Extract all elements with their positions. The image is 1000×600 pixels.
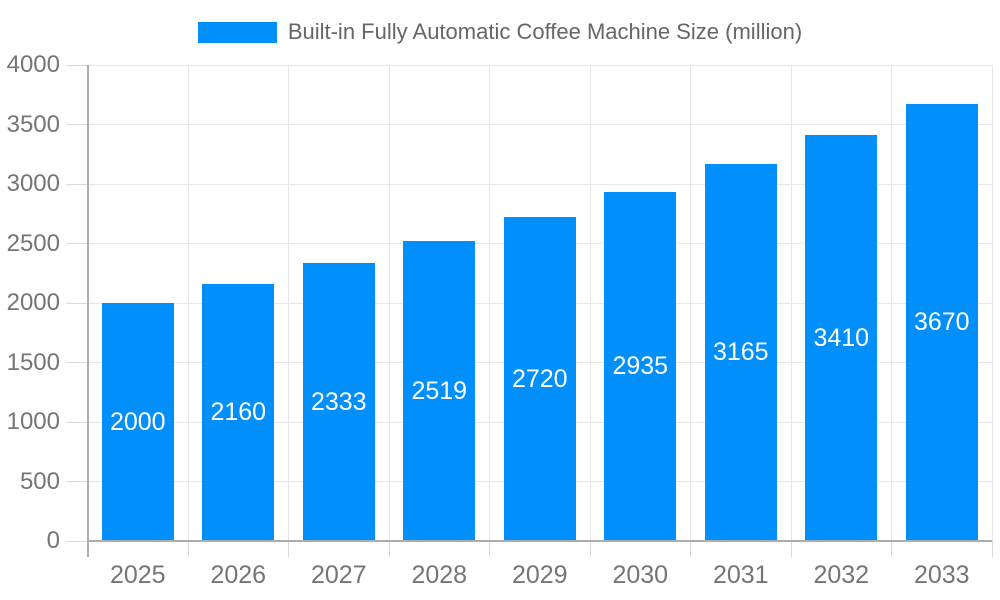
bar-value-label: 2333 bbox=[310, 387, 367, 416]
bar-2027[interactable]: 2333 bbox=[302, 263, 375, 541]
y-axis-tick bbox=[65, 124, 88, 125]
y-axis-label: 0 bbox=[46, 527, 60, 554]
y-gridline bbox=[87, 124, 992, 125]
bar-2028[interactable]: 2519 bbox=[403, 241, 476, 541]
y-axis-tick bbox=[65, 540, 88, 542]
bar-value-label: 3670 bbox=[913, 308, 970, 337]
x-axis-tick bbox=[388, 541, 390, 557]
x-gridline bbox=[790, 65, 792, 541]
x-axis-label-2030: 2030 bbox=[612, 561, 669, 589]
x-gridline bbox=[388, 65, 390, 541]
bar-2032[interactable]: 3410 bbox=[805, 135, 878, 541]
y-axis-label: 3500 bbox=[6, 110, 60, 138]
y-axis-label: 3000 bbox=[6, 170, 60, 197]
y-axis-label: 2500 bbox=[6, 229, 60, 257]
x-axis-label-2025: 2025 bbox=[109, 561, 166, 589]
y-axis-label: 2000 bbox=[6, 289, 60, 316]
x-axis-label-2032: 2032 bbox=[813, 561, 870, 589]
x-axis-tick bbox=[790, 541, 792, 557]
legend: Built-in Fully Automatic Coffee Machine … bbox=[0, 18, 1000, 46]
bar-value-label: 2000 bbox=[109, 407, 166, 436]
x-gridline bbox=[187, 65, 189, 541]
x-axis-label-2033: 2033 bbox=[913, 561, 970, 589]
y-axis-tick bbox=[65, 421, 88, 423]
y-gridline bbox=[87, 64, 992, 66]
bar-value-label: 3410 bbox=[813, 323, 870, 352]
y-axis-tick bbox=[65, 302, 88, 304]
y-axis-label: 1500 bbox=[6, 348, 60, 376]
legend-label: Built-in Fully Automatic Coffee Machine … bbox=[287, 19, 803, 44]
bar-value-label: 2720 bbox=[511, 364, 568, 393]
x-axis-label-2026: 2026 bbox=[210, 561, 267, 589]
bar-value-label: 2519 bbox=[411, 376, 468, 405]
x-axis-line bbox=[87, 540, 992, 542]
x-axis-label-2028: 2028 bbox=[411, 561, 468, 589]
x-axis-tick bbox=[288, 541, 289, 557]
x-axis-tick bbox=[991, 541, 993, 557]
y-axis-label: 1000 bbox=[6, 408, 60, 435]
x-gridline bbox=[690, 65, 691, 541]
x-axis-tick bbox=[589, 541, 591, 557]
bar-value-label: 2160 bbox=[210, 397, 267, 426]
x-axis-tick bbox=[187, 541, 189, 557]
bar-2029[interactable]: 2720 bbox=[503, 217, 576, 541]
y-axis-label: 500 bbox=[19, 467, 60, 495]
x-axis-label-2031: 2031 bbox=[712, 561, 769, 589]
x-axis-tick bbox=[489, 541, 490, 557]
bar-2025[interactable]: 2000 bbox=[101, 303, 174, 541]
x-axis-label-2027: 2027 bbox=[310, 561, 367, 589]
x-gridline bbox=[991, 65, 993, 541]
bar-value-label: 2935 bbox=[612, 351, 669, 380]
x-gridline bbox=[589, 65, 591, 541]
x-gridline bbox=[489, 65, 490, 541]
x-axis-tick bbox=[891, 541, 892, 557]
y-axis-tick bbox=[65, 64, 88, 66]
y-axis-label: 4000 bbox=[6, 51, 60, 78]
bar-value-label: 3165 bbox=[712, 338, 769, 367]
legend-item[interactable]: Built-in Fully Automatic Coffee Machine … bbox=[197, 19, 803, 45]
x-axis-label-2029: 2029 bbox=[511, 561, 568, 589]
x-gridline bbox=[288, 65, 289, 541]
bar-2031[interactable]: 3165 bbox=[704, 164, 777, 541]
y-axis-line bbox=[86, 65, 89, 557]
bar-2033[interactable]: 3670 bbox=[905, 104, 978, 541]
legend-swatch-icon bbox=[197, 21, 277, 43]
x-axis-tick bbox=[690, 541, 691, 557]
x-gridline bbox=[891, 65, 892, 541]
y-gridline bbox=[87, 183, 992, 185]
bar-2030[interactable]: 2935 bbox=[604, 191, 677, 541]
bar-2026[interactable]: 2160 bbox=[202, 283, 275, 541]
y-axis-tick bbox=[65, 362, 88, 363]
y-axis-tick bbox=[65, 243, 88, 244]
y-axis-tick bbox=[65, 183, 88, 185]
y-axis-tick bbox=[65, 481, 88, 482]
